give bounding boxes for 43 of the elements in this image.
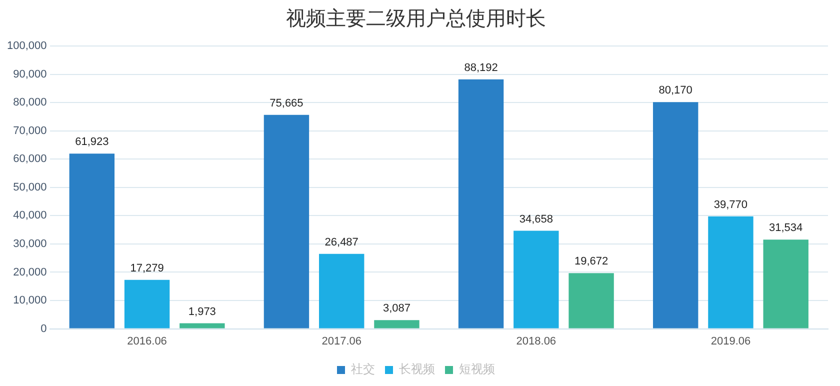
bar <box>458 79 504 328</box>
data-label: 39,770 <box>714 198 748 211</box>
y-tick-label: 0 <box>40 322 47 335</box>
y-tick-label: 30,000 <box>13 238 47 250</box>
y-tick-label: 90,000 <box>13 68 47 80</box>
bar <box>763 240 808 328</box>
legend-label: 短视频 <box>459 362 495 376</box>
data-label: 1,973 <box>188 306 216 318</box>
bar <box>708 216 754 328</box>
x-tick-label: 2016.06 <box>127 335 167 348</box>
legend-label: 长视频 <box>399 362 435 376</box>
data-label: 31,534 <box>769 222 803 234</box>
bar <box>652 102 698 328</box>
y-tick-label: 100,000 <box>6 40 47 52</box>
bar <box>319 254 364 328</box>
bar <box>69 154 115 328</box>
bar <box>514 230 559 328</box>
chart-title: 视频主要二级用户总使用时长 <box>286 6 546 30</box>
data-label: 75,665 <box>270 97 304 110</box>
bar <box>124 280 170 328</box>
y-tick-label: 70,000 <box>13 124 47 137</box>
data-label: 80,170 <box>658 84 692 97</box>
data-label: 17,279 <box>130 262 164 274</box>
data-label: 61,923 <box>75 136 109 148</box>
y-tick-label: 40,000 <box>13 210 47 222</box>
bar <box>180 323 225 328</box>
y-tick-label: 60,000 <box>13 153 47 166</box>
data-label: 3,087 <box>382 302 410 315</box>
x-tick-label: 2017.06 <box>322 335 362 348</box>
y-tick-label: 20,000 <box>13 266 47 278</box>
bar <box>374 320 420 328</box>
y-tick-label: 50,000 <box>13 181 47 194</box>
data-label: 26,487 <box>324 236 358 248</box>
x-tick-label: 2019.06 <box>710 335 751 348</box>
bar <box>264 114 310 328</box>
legend-label: 社交 <box>351 362 375 376</box>
x-tick-label: 2018.06 <box>516 335 556 348</box>
bar <box>568 273 614 328</box>
data-label: 19,672 <box>574 256 608 268</box>
data-label: 88,192 <box>464 62 498 74</box>
data-label: 34,658 <box>519 213 553 226</box>
y-tick-label: 80,000 <box>13 96 47 109</box>
y-tick-label: 10,000 <box>13 294 47 307</box>
